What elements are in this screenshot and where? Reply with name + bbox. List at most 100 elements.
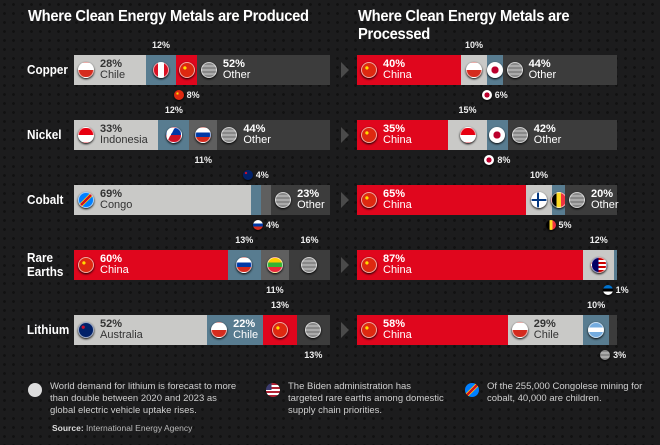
segment-value: 10% (464, 40, 484, 50)
segment-value: 8% (497, 155, 511, 165)
segment-label: 44% Other (529, 59, 557, 81)
segment-country: China (383, 199, 412, 211)
segment-value: 60% (100, 253, 123, 265)
segment-ext-label: 11% (266, 285, 284, 295)
bar-segment-malaysia: 12% (583, 235, 615, 280)
bar-segment-other: 16% (289, 235, 330, 280)
segment-label: 69% Congo (100, 189, 132, 211)
argentina-flag-icon (588, 322, 605, 338)
segment-value: 12% (152, 40, 171, 50)
bar-segment-congo: 69% Congo (74, 185, 251, 215)
segment-value: 16% (300, 235, 319, 245)
segment-label: 87% China (383, 254, 412, 276)
produced-bar: 69% Congo 4% 4% 23% Other (74, 170, 330, 230)
segment-value: 44% (243, 123, 266, 135)
segment-value: 23% (297, 188, 320, 200)
segment-value: 44% (528, 58, 551, 70)
segment-label: 42% Other (534, 124, 562, 146)
segment-value: 35% (383, 123, 406, 135)
philippines-flag-icon (165, 127, 182, 143)
segment-value: 11% (194, 155, 213, 165)
china-flag-icon (173, 90, 184, 100)
produced-bar: 60% China 13% 11% 16% (74, 235, 330, 295)
metal-label: Cobalt (27, 192, 64, 207)
chile-flag-icon (511, 322, 528, 338)
us-flag-icon (266, 383, 280, 397)
belgium-flag-icon (545, 220, 556, 230)
arrow-icon (341, 257, 349, 273)
other-flag-icon (221, 127, 238, 143)
bar-segment-other: 44% Other (502, 55, 617, 85)
processed-bar: 65% China 10% 5% 20% Other (357, 170, 619, 230)
japan-flag-icon (489, 127, 506, 143)
segment-label: 22% Chile (233, 319, 258, 341)
segment-ext-label: 3% (600, 350, 626, 360)
segment-ext-label: 10% (587, 300, 605, 310)
segment-label: 40% China (383, 59, 412, 81)
other-flag-icon (275, 192, 292, 208)
segment-country: China (100, 264, 129, 276)
arrow-icon (341, 192, 349, 208)
segment-label: 23% Other (297, 189, 325, 211)
segment-value: 12% (589, 235, 608, 245)
segment-country: Other (297, 199, 325, 211)
note-cobalt: Of the 255,000 Congolese mining for coba… (465, 381, 645, 405)
finland-flag-icon (531, 192, 547, 208)
bar-segment-chile: 29% Chile (507, 315, 584, 345)
china-flag-icon (361, 192, 377, 208)
segment-value: 1% (615, 285, 629, 295)
segment-value: 40% (383, 58, 406, 70)
segment-ext-label: 6% (481, 90, 508, 100)
bar-segment-other: 3% (600, 315, 626, 360)
source-label: Source: (52, 423, 84, 433)
japan-flag-icon (481, 90, 492, 100)
segment-label: 58% China (383, 319, 412, 341)
bar-segment-indonesia: 15% (448, 105, 487, 150)
bar-segment-peru: 12% (145, 40, 177, 85)
segment-value: 29% (533, 318, 556, 330)
indonesia-flag-icon (78, 127, 94, 143)
segment-value: 28% (100, 58, 123, 70)
segment-ext-label: 12% (165, 105, 183, 115)
processed-bar: 40% China 10% 6% 44% Other (357, 40, 617, 100)
segment-value: 13% (304, 350, 323, 360)
bar-segment-other: 20% Other (565, 185, 619, 215)
note-text: The Biden administration has targeted ra… (288, 381, 444, 416)
segment-country: Other (243, 134, 271, 146)
segment-ext-label: 10% (465, 40, 483, 50)
produced-bar: 52% Australia 22% Chile 13% 13% (74, 300, 330, 360)
segment-label: 44% Other (243, 124, 271, 146)
segment-country: Chile (233, 329, 259, 341)
segment-value: 13% (271, 300, 290, 310)
segment-value: 15% (458, 105, 477, 115)
segment-country: China (383, 69, 412, 81)
produced-bar: 28% Chile 12% 8% 52% Other (74, 40, 330, 100)
arrow-icon (341, 322, 349, 338)
chile-flag-icon (466, 62, 482, 78)
china-flag-icon (361, 322, 377, 338)
segment-value: 6% (494, 90, 508, 100)
china-flag-icon (178, 62, 195, 78)
japan-flag-icon (484, 155, 495, 165)
peru-flag-icon (153, 62, 170, 78)
bar-segment-russia: 4% (252, 185, 279, 230)
segment-label: 29% Chile (534, 319, 559, 341)
china-flag-icon (361, 127, 377, 143)
segment-value: 11% (266, 285, 284, 295)
note-lithium: World demand for lithium is forecast to … (28, 381, 238, 417)
note-rare-earths: The Biden administration has targeted ra… (266, 381, 446, 417)
bar-segment-china: 87% China (357, 250, 584, 280)
china-flag-icon (361, 257, 377, 273)
segment-label: 52% Australia (100, 319, 143, 341)
myanmar-flag-icon (266, 257, 283, 273)
indonesia-flag-icon (459, 127, 476, 143)
segment-ext-label: 13% (271, 300, 289, 310)
segment-ext-label: 5% (545, 220, 572, 230)
australia-flag-icon (78, 322, 94, 338)
segment-ext-label: 16% (300, 235, 318, 245)
segment-country: Other (591, 199, 619, 211)
bar-segment-china: 8% (173, 55, 200, 100)
segment-country: Australia (100, 329, 143, 341)
bar-segment-china: 65% China (357, 185, 526, 215)
congo-flag-icon (78, 192, 94, 208)
